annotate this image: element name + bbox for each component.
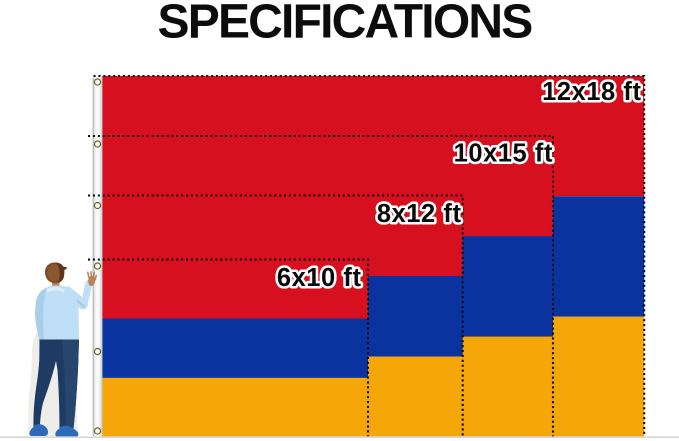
svg-text:6x10 ft: 6x10 ft <box>277 264 362 292</box>
svg-text:8x12 ft: 8x12 ft <box>377 200 462 228</box>
svg-text:12x18 ft: 12x18 ft <box>542 78 641 106</box>
svg-text:SPECIFICATIONS: SPECIFICATIONS <box>158 0 533 48</box>
svg-text:10x15 ft: 10x15 ft <box>454 140 553 168</box>
